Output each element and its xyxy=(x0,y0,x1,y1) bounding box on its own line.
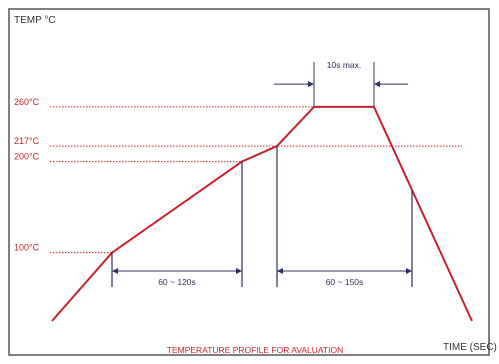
y-tick-label-217: 217°C xyxy=(14,136,40,146)
dwell-arrowhead-right xyxy=(374,81,380,88)
duration-label-2: 60 ~ 150s xyxy=(326,277,364,287)
duration-label-1: 60 ~ 120s xyxy=(158,277,196,287)
y-axis-label: TEMP °C xyxy=(14,15,56,26)
duration-arrowhead-left-1 xyxy=(112,268,118,274)
duration-arrowhead-right-1 xyxy=(236,268,242,274)
y-tick-label-100: 100°C xyxy=(14,243,40,253)
duration-arrowhead-left-2 xyxy=(277,268,283,274)
y-tick-label-260: 260°C xyxy=(14,97,40,107)
chart-caption: TEMPERATURE PROFILE FOR AVALUATION xyxy=(167,345,343,355)
plot-area: 100°C 200°C 217°C 260°C 60 ~ 120s 60 ~ 150s 10… xyxy=(14,60,473,322)
duration-arrowhead-right-2 xyxy=(406,268,412,274)
chart-frame xyxy=(8,8,490,356)
dwell-label: 10s max. xyxy=(327,60,362,70)
dwell-arrowhead-left xyxy=(308,81,314,88)
x-axis-label: TIME (SEC) xyxy=(443,342,497,353)
y-tick-label-200: 200°C xyxy=(14,152,40,162)
